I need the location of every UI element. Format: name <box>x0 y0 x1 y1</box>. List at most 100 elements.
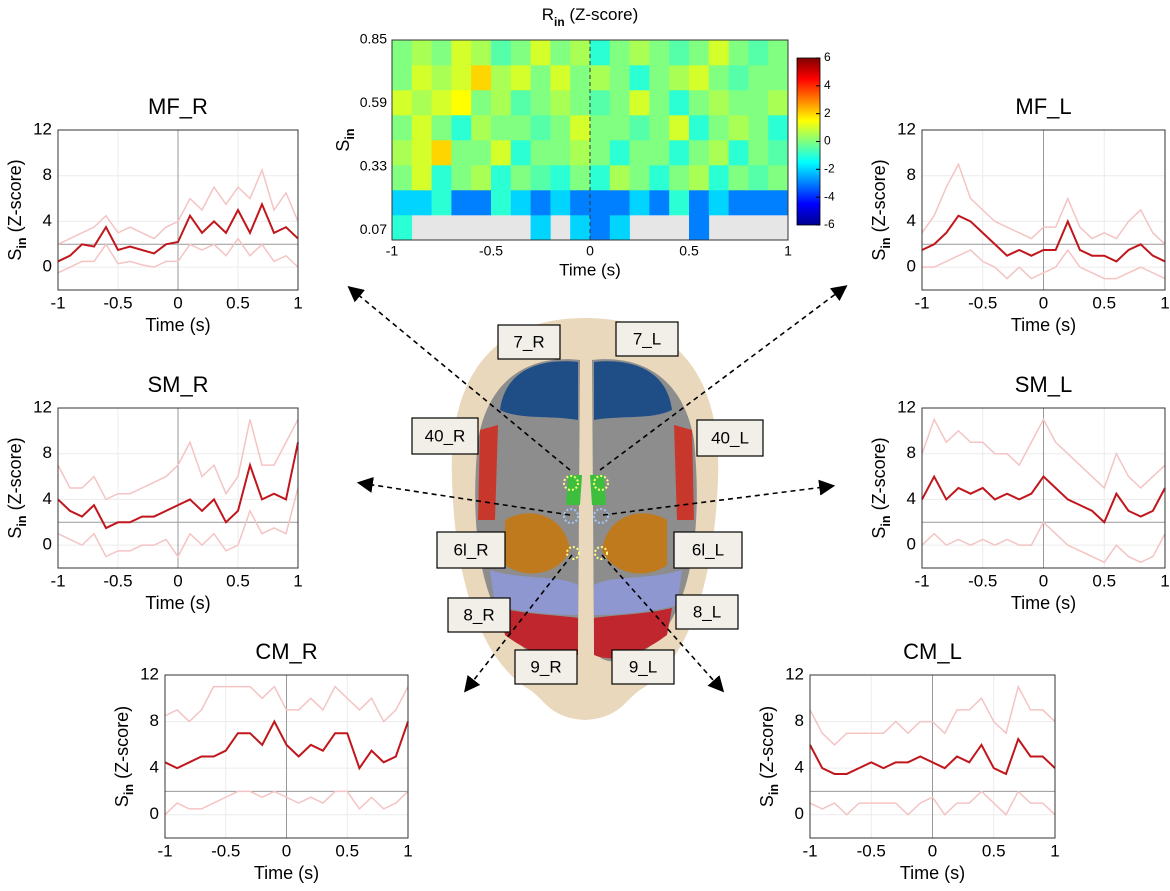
colorbar-label: 0 <box>824 134 831 148</box>
region-7l <box>594 361 672 420</box>
region-6lr <box>505 513 570 574</box>
chart-title: MF_L <box>1015 94 1071 119</box>
heat-cell <box>550 140 571 166</box>
series-line <box>164 719 409 771</box>
label-part: (Z-score) <box>565 5 639 24</box>
heat-cell <box>708 190 729 216</box>
series-line <box>921 474 1166 524</box>
heat-cell <box>590 165 611 191</box>
heat-cell <box>471 115 492 141</box>
y-tick-label: 4 <box>907 489 916 508</box>
heat-cell <box>550 165 571 191</box>
heat-cell <box>392 90 413 116</box>
heat-cell <box>689 40 710 66</box>
heat-cell <box>491 90 512 116</box>
region-9l <box>594 608 672 659</box>
label-part: in <box>343 128 357 139</box>
region-label: 6l_L <box>692 540 724 559</box>
heat-cell <box>530 215 551 241</box>
label-box: 9_L <box>611 649 675 685</box>
y-tick-label: 12 <box>897 119 916 138</box>
heat-cell <box>451 65 472 91</box>
heat-cell <box>748 115 769 141</box>
heat-cell <box>491 190 512 216</box>
heat-cell <box>530 190 551 216</box>
heat-cell <box>550 40 571 66</box>
heat-cell <box>669 115 690 141</box>
series-line <box>57 167 299 245</box>
y-tick-label: 0.33 <box>360 158 387 174</box>
x-axis-label: Time (s) <box>254 863 319 883</box>
heat-cell <box>471 65 492 91</box>
series-line <box>57 237 299 274</box>
heat-cell <box>629 165 650 191</box>
heat-cell <box>748 140 769 166</box>
heat-cell <box>570 165 591 191</box>
heat-cell <box>748 165 769 191</box>
y-tick-label: 0 <box>43 535 52 554</box>
heat-cell <box>689 65 710 91</box>
x-tick-label: -0.5 <box>103 571 132 590</box>
series-line <box>57 201 299 263</box>
heat-cell <box>649 115 670 141</box>
x-tick-label: 1 <box>293 571 302 590</box>
y-tick-label: 12 <box>897 397 916 416</box>
heat-cell <box>649 190 670 216</box>
label-part: in <box>767 784 781 795</box>
label-part: S <box>757 795 777 807</box>
brain-diagram: 7_R 7_L 40_R 40_L 6l_R 6l_L 8_R 8_L 9_R … <box>347 285 848 720</box>
heat-cell <box>491 115 512 141</box>
x-tick-label: -0.5 <box>857 841 886 860</box>
series-line <box>57 442 299 530</box>
heat-cell <box>708 40 729 66</box>
heat-cell <box>471 90 492 116</box>
heat-cell <box>392 190 413 216</box>
label-part: (Z-score) <box>5 437 25 515</box>
heat-cell <box>451 90 472 116</box>
y-axis-label: Sin (Z-score) <box>869 159 894 260</box>
x-tick-label: -0.5 <box>103 293 132 312</box>
heat-cell <box>768 40 789 66</box>
y-tick-label: 0.07 <box>360 221 387 237</box>
heat-cell <box>629 115 650 141</box>
label-part: S <box>869 249 889 261</box>
heat-cell <box>708 90 729 116</box>
heat-cell <box>431 190 452 216</box>
series-line <box>57 419 299 501</box>
label-part: S <box>5 527 25 539</box>
region-40l <box>674 425 694 520</box>
heat-cell <box>590 40 611 66</box>
heat-cell <box>491 140 512 166</box>
roi-markers <box>563 475 609 560</box>
heat-cell <box>510 115 531 141</box>
label-part: in <box>879 237 893 248</box>
heat-cell <box>609 65 630 91</box>
label-box: 40_L <box>696 419 764 457</box>
region-8r <box>490 570 578 615</box>
heat-cell <box>510 165 531 191</box>
heat-cell <box>471 165 492 191</box>
plot-frame <box>809 674 1056 839</box>
region-7r <box>500 361 578 420</box>
heat-cell <box>609 165 630 191</box>
x-tick-label: -0.5 <box>479 243 503 259</box>
heat-cell <box>411 65 432 91</box>
x-tick-label: 0.5 <box>1092 293 1116 312</box>
y-tick-label: 8 <box>43 165 52 184</box>
x-tick-label: -0.5 <box>211 841 240 860</box>
heat-cell <box>570 40 591 66</box>
x-tick-label: 0 <box>1039 571 1048 590</box>
heat-cell <box>530 140 551 166</box>
heat-cell <box>510 140 531 166</box>
region-label: 7_L <box>633 329 661 348</box>
heat-cell <box>530 90 551 116</box>
y-tick-label: 12 <box>33 397 52 416</box>
plot-frame <box>57 407 299 569</box>
series-line <box>921 521 1166 564</box>
region-40r <box>478 425 498 520</box>
y-tick-label: 12 <box>140 664 159 683</box>
heat-cell <box>530 40 551 66</box>
arrow <box>599 285 848 471</box>
y-tick-label: 8 <box>795 711 804 730</box>
y-axis-label: Sin (Z-score) <box>869 437 894 538</box>
